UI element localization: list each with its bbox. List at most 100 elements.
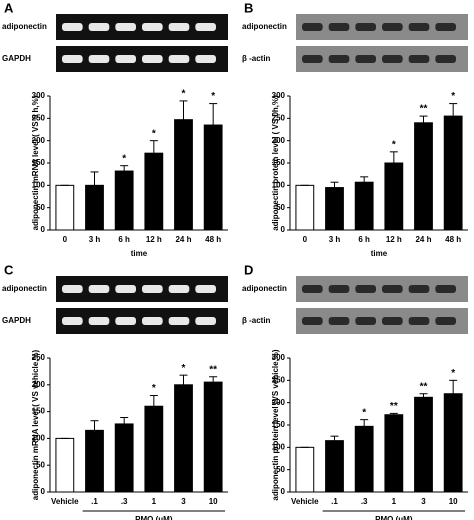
- y-tick-label: 100: [272, 180, 286, 189]
- gel-band: [62, 23, 83, 31]
- significance-label: **: [420, 381, 428, 392]
- gel-band: [408, 317, 430, 325]
- gel-label: GAPDH: [2, 54, 31, 63]
- bar: [295, 446, 315, 493]
- bar: [354, 181, 374, 231]
- y-tick-label: 100: [32, 434, 46, 443]
- x-tick-label: .3: [361, 497, 368, 506]
- x-tick-label: 1: [392, 497, 397, 506]
- bar: [114, 423, 134, 493]
- y-tick-label: 250: [32, 113, 46, 122]
- gel-band: [435, 55, 456, 63]
- x-tick-label: .3: [121, 497, 128, 506]
- y-tick-label: 50: [36, 203, 45, 212]
- bar: [144, 405, 164, 493]
- gel-band: [382, 317, 403, 325]
- gel-band: [302, 55, 323, 63]
- x-tick-label: 24 h: [415, 235, 431, 244]
- bar: [325, 187, 344, 231]
- x-tick-label: Vehicle: [51, 497, 79, 506]
- gel-band: [168, 23, 190, 31]
- gel-band: [328, 55, 350, 63]
- significance-label: **: [390, 401, 398, 412]
- x-tick-label: 48 h: [205, 235, 221, 244]
- gel-band: [328, 23, 350, 31]
- gel-band: [88, 55, 110, 63]
- x-tick-label: 48 h: [445, 235, 461, 244]
- gel-band: [168, 317, 190, 325]
- x-tick-label: 3: [181, 497, 186, 506]
- gel-band: [382, 23, 403, 31]
- gel-band: [435, 317, 456, 325]
- y-tick-label: 150: [32, 407, 46, 416]
- gel-band: [355, 55, 376, 63]
- panel-label: C: [4, 262, 14, 277]
- x-tick-label: 6 h: [358, 235, 370, 244]
- gel-band: [62, 317, 83, 325]
- y-axis-label: adiponectin protein level (VS vehicle,%): [271, 349, 280, 500]
- x-tick-label: 12 h: [146, 235, 162, 244]
- bar: [174, 384, 193, 493]
- panel-label: B: [244, 0, 253, 15]
- gel-label: adiponectin: [2, 284, 47, 293]
- bar: [203, 124, 223, 231]
- significance-label: *: [451, 91, 455, 102]
- bar: [384, 162, 404, 231]
- x-tick-label: 3 h: [89, 235, 101, 244]
- gel-label: adiponectin: [242, 22, 287, 31]
- gel-band: [435, 285, 456, 293]
- y-axis-label: adiponectin protein level ( VS 0h,%): [271, 95, 280, 231]
- significance-label: *: [392, 139, 396, 150]
- bar: [85, 429, 104, 493]
- significance-label: **: [420, 104, 428, 115]
- significance-label: *: [152, 383, 156, 394]
- y-tick-label: 250: [272, 113, 286, 122]
- gel-band: [142, 23, 163, 31]
- y-axis-label: adiponectin mRNA level ( VS vehicle,%): [31, 349, 40, 500]
- bar: [295, 184, 315, 231]
- y-tick-label: 100: [272, 442, 286, 451]
- x-tick-label: 6 h: [118, 235, 130, 244]
- gel-band: [355, 23, 376, 31]
- gel-band: [408, 285, 430, 293]
- gel-label: adiponectin: [242, 284, 287, 293]
- x-tick-label: 3: [421, 497, 426, 506]
- y-tick-label: 0: [281, 487, 286, 496]
- y-tick-label: 150: [272, 420, 286, 429]
- gel-label: β -actin: [242, 316, 271, 325]
- x-tick-label: 3 h: [329, 235, 341, 244]
- bar: [55, 184, 75, 231]
- x-axis-label: PMQ (μM): [135, 515, 173, 520]
- panel-label: A: [4, 0, 14, 15]
- bar: [203, 381, 223, 493]
- y-tick-label: 50: [276, 203, 285, 212]
- y-tick-label: 250: [272, 375, 286, 384]
- significance-label: *: [152, 128, 156, 139]
- y-tick-label: 0: [281, 225, 286, 234]
- gel-band: [328, 285, 350, 293]
- gel-band: [142, 55, 163, 63]
- x-tick-label: 10: [449, 497, 458, 506]
- bar: [55, 437, 75, 493]
- bar: [85, 184, 104, 231]
- bar: [174, 119, 193, 231]
- y-tick-label: 200: [32, 380, 46, 389]
- gel-band: [88, 317, 110, 325]
- gel-band: [115, 317, 136, 325]
- y-tick-label: 150: [32, 158, 46, 167]
- gel-band: [88, 23, 110, 31]
- bar: [443, 115, 463, 231]
- gel-band: [142, 317, 163, 325]
- gel-band: [195, 285, 216, 293]
- bar: [414, 122, 433, 231]
- y-tick-label: 200: [272, 398, 286, 407]
- significance-label: *: [182, 89, 186, 100]
- bar: [325, 440, 344, 493]
- gel-band: [195, 23, 216, 31]
- x-tick-label: Vehicle: [291, 497, 319, 506]
- y-tick-label: 300: [272, 91, 286, 100]
- gel-band: [195, 55, 216, 63]
- gel-band: [355, 285, 376, 293]
- x-axis-label: time: [131, 249, 148, 258]
- gel-band: [382, 285, 403, 293]
